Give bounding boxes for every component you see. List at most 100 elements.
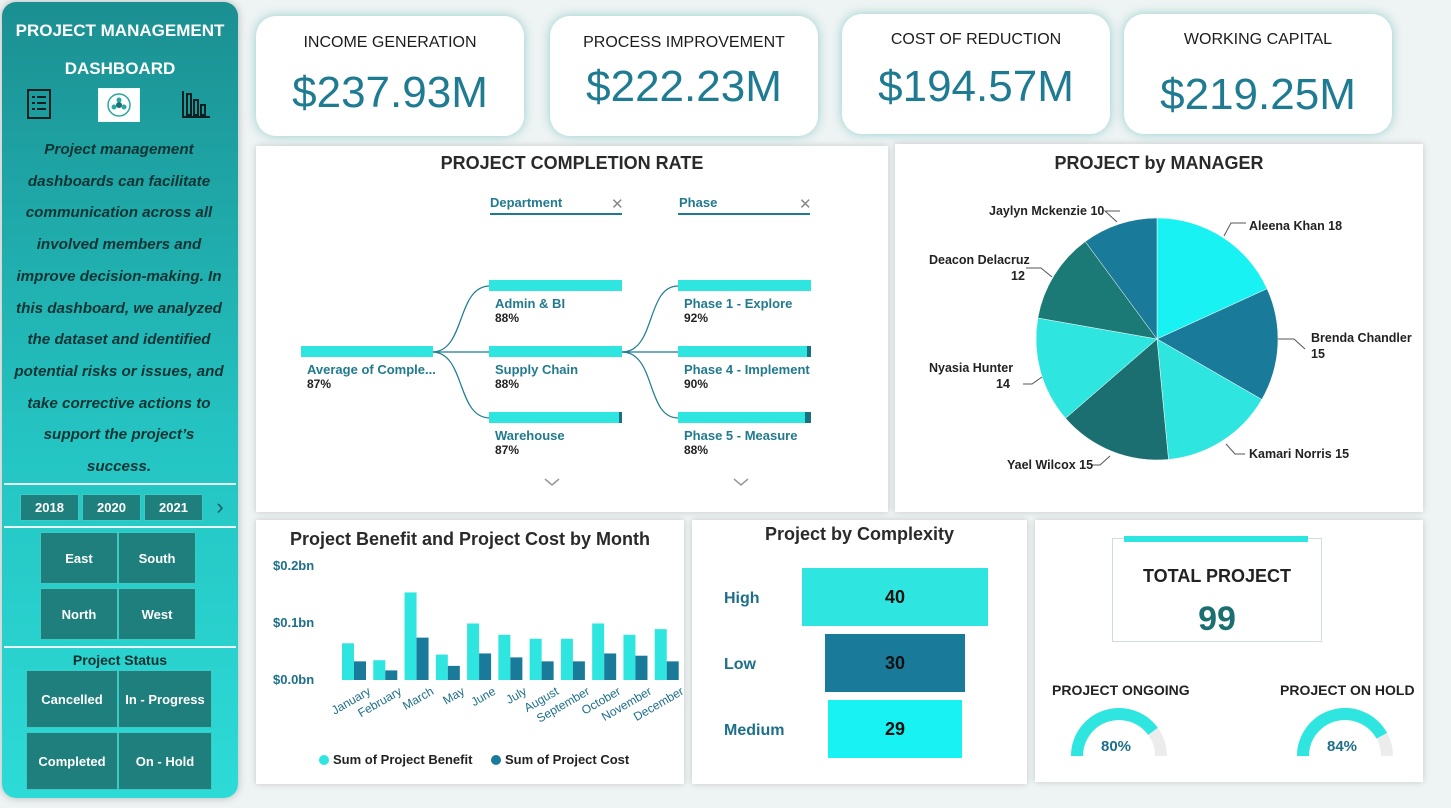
benefit-bar-may[interactable]: [435, 654, 448, 680]
tree-bar-phase-5-cap: [805, 412, 811, 423]
kpi-card-working-capital: WORKING CAPITAL $219.25M: [1124, 14, 1392, 134]
dashboard-description: Project management dashboards can facili…: [14, 141, 224, 476]
phase-header-underline: [678, 213, 810, 215]
legend-project-cost[interactable]: Sum of Project Cost: [491, 752, 629, 767]
chevron-down-icon[interactable]: [543, 476, 561, 488]
region-filter-west[interactable]: West: [118, 588, 196, 640]
complexity-bar-high[interactable]: 40: [802, 568, 988, 626]
total-project-value: 99: [1198, 600, 1236, 638]
pie-label-kamari-norris: Kamari Norris 15: [1249, 447, 1350, 461]
benefit-bar-july[interactable]: [498, 634, 511, 680]
status-filter-in-progress[interactable]: In - Progress: [118, 670, 212, 728]
pie-value-brenda-chandler: 15: [1311, 347, 1325, 361]
cost-bar-september[interactable]: [572, 661, 585, 680]
tree-node-supply-chain-label: Supply Chain: [495, 362, 579, 377]
monthly-chart-title: Project Benefit and Project Cost by Mont…: [289, 529, 651, 549]
tree-node-phase-5-label: Phase 5 - Measure: [684, 428, 798, 443]
tree-bar-admin-bi[interactable]: [489, 280, 622, 291]
pie-slice-nyasia-hunter[interactable]: [1035, 317, 1158, 419]
complexity-label-low: Low: [724, 656, 756, 673]
pie-label-jaylyn-mckenzie: Jaylyn Mckenzie 10: [989, 204, 1105, 218]
tree-bar-warehouse[interactable]: [489, 412, 622, 423]
divider: [4, 483, 236, 485]
project-on-hold-label: PROJECT ON HOLD: [1280, 682, 1415, 698]
complexity-bar-medium[interactable]: 29: [827, 700, 963, 758]
complexity-panel: Project by Complexity: [692, 520, 1027, 784]
manager-chart-title: PROJECT by MANAGER: [1054, 153, 1264, 173]
benefit-bar-january[interactable]: [342, 643, 354, 680]
tree-node-root-label: Average of Comple...: [307, 362, 436, 377]
tree-node-phase-5-pct: 88%: [684, 443, 709, 457]
cost-bar-march[interactable]: [416, 637, 429, 680]
cost-bar-august[interactable]: [541, 661, 554, 680]
benefit-bar-august[interactable]: [529, 638, 542, 680]
manager-pie-chart: [1023, 210, 1306, 466]
kpi-label: PROCESS IMPROVEMENT: [583, 34, 785, 51]
cost-bar-october[interactable]: [604, 653, 617, 680]
region-filter-north[interactable]: North: [40, 588, 118, 640]
tree-bar-phase-5[interactable]: [678, 412, 811, 423]
pie-value-nyasia-hunter: 14: [996, 377, 1010, 391]
project-status-label: Project Status: [72, 652, 168, 668]
cost-bar-july[interactable]: [510, 657, 523, 680]
cost-bar-december[interactable]: [666, 661, 679, 680]
pie-label-yael-wilcox: Yael Wilcox 15: [1007, 458, 1094, 472]
year-filter-2021[interactable]: 2021: [144, 494, 203, 521]
pie-slice-yael-wilcox[interactable]: [1065, 338, 1169, 461]
cost-bar-june[interactable]: [479, 653, 492, 680]
dashboard-subtitle: DASHBOARD: [64, 59, 176, 78]
benefit-bar-february[interactable]: [373, 660, 386, 680]
monthly-bar-chart: [342, 592, 679, 681]
benefit-bar-october[interactable]: [592, 623, 605, 681]
bar-chart-icon[interactable]: [180, 88, 212, 120]
tree-bar-root[interactable]: [301, 346, 433, 357]
sidebar: PROJECT MANAGEMENT DASHBOARD Project ma: [2, 2, 238, 798]
tree-bar-phase-1[interactable]: [678, 280, 811, 291]
cost-bar-november[interactable]: [635, 655, 648, 680]
completion-rate-panel: PROJECT COMPLETION RATE: [256, 146, 888, 512]
tree-bar-supply-chain[interactable]: [489, 346, 622, 357]
cost-bar-may[interactable]: [447, 665, 460, 680]
benefit-bar-november[interactable]: [623, 634, 636, 680]
close-icon[interactable]: ✕: [611, 196, 624, 213]
cost-bar-january[interactable]: [354, 661, 366, 680]
total-project-card: [1112, 538, 1322, 642]
year-filter-2020[interactable]: 2020: [82, 494, 141, 521]
pie-slice-deacon-delacruz[interactable]: [1037, 241, 1158, 340]
status-filter-completed[interactable]: Completed: [26, 732, 118, 790]
checklist-icon[interactable]: [24, 88, 56, 120]
pie-slice-kamari-norris[interactable]: [1156, 338, 1263, 460]
kpi-label: INCOME GENERATION: [303, 34, 477, 51]
year-filter-2018[interactable]: 2018: [20, 494, 79, 521]
logo-icon[interactable]: [98, 88, 140, 122]
kpi-label: WORKING CAPITAL: [1183, 31, 1333, 48]
region-filter-east[interactable]: East: [40, 532, 118, 584]
benefit-bar-june[interactable]: [467, 623, 480, 681]
benefit-bar-december[interactable]: [654, 629, 667, 680]
tree-bar-phase-4[interactable]: [678, 346, 811, 357]
pie-slice-jaylyn-mckenzie[interactable]: [1084, 217, 1158, 340]
y-tick-label: $0.1bn: [273, 615, 315, 630]
on-hold-gauge-value: 84%: [1327, 738, 1358, 755]
close-icon[interactable]: ✕: [799, 196, 812, 213]
kpi-value: $222.23M: [586, 62, 782, 111]
complexity-bar-low[interactable]: 30: [825, 634, 965, 692]
chevron-down-icon[interactable]: [732, 476, 750, 488]
region-filter-south[interactable]: South: [118, 532, 196, 584]
pie-slice-brenda-chandler[interactable]: [1156, 288, 1279, 400]
cost-bar-february[interactable]: [385, 670, 398, 680]
legend-project-benefit[interactable]: Sum of Project Benefit: [319, 752, 472, 767]
status-filter-cancelled[interactable]: Cancelled: [26, 670, 118, 728]
benefit-bar-september[interactable]: [560, 638, 573, 680]
kpi-value: $219.25M: [1160, 70, 1356, 119]
chevron-right-icon[interactable]: ›: [216, 494, 224, 519]
complexity-chart-title: Project by Complexity: [764, 524, 955, 544]
tree-bar-warehouse-cap: [619, 412, 622, 423]
status-filter-on-hold[interactable]: On - Hold: [118, 732, 212, 790]
y-tick-label: $0.2bn: [273, 558, 315, 573]
tree-node-phase-4-label: Phase 4 - Implement: [684, 362, 810, 377]
tree-node-supply-chain-pct: 88%: [495, 377, 520, 391]
pie-slice-aleena-khan[interactable]: [1156, 217, 1268, 340]
benefit-bar-march[interactable]: [404, 592, 417, 680]
decomposition-tree-links: [431, 285, 679, 419]
